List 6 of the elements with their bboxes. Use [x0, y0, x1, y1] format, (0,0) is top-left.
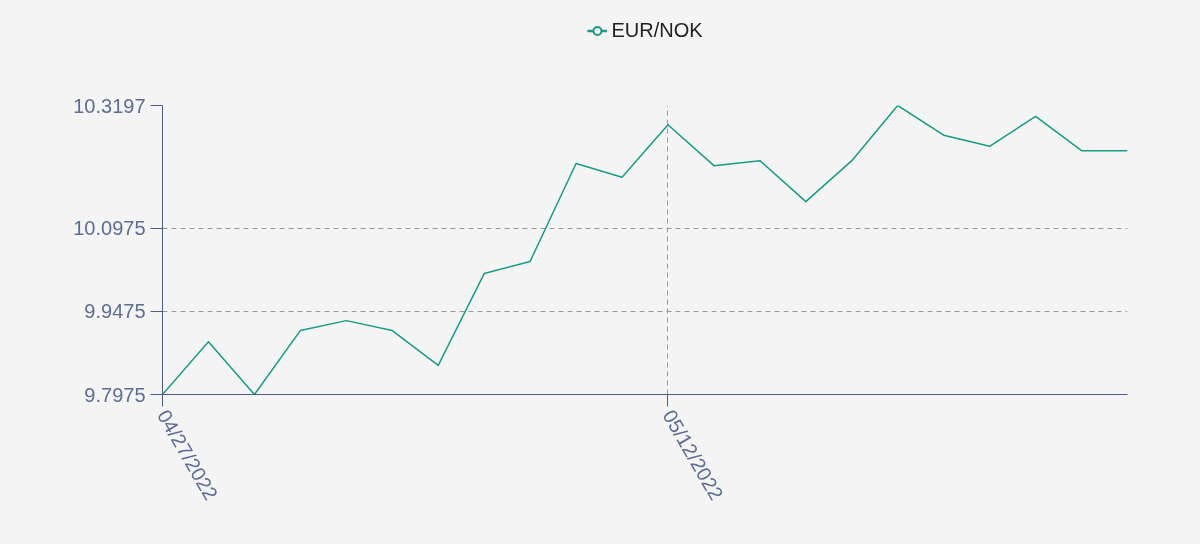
y-tick-label: 9.7975: [84, 383, 146, 406]
y-tick-label: 10.3197: [73, 94, 146, 117]
line-series: [162, 105, 1128, 395]
legend-label: EUR/NOK: [611, 18, 703, 42]
y-tick-label: 10.0975: [73, 217, 146, 240]
y-tick-label: 9.9475: [84, 300, 146, 323]
